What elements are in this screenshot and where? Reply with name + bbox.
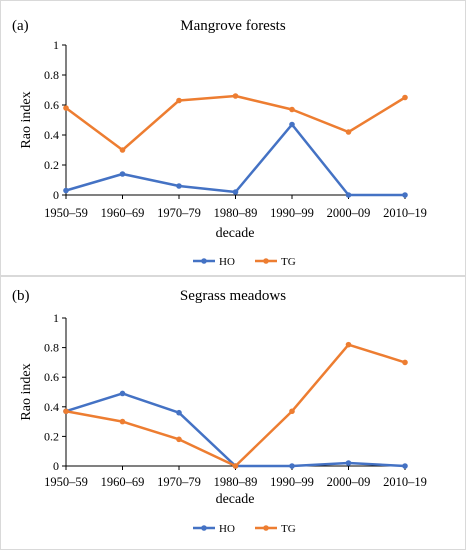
data-point-tg bbox=[176, 97, 182, 104]
panel-seagrass: (b) Segrass meadows Rao index decade 0 0.… bbox=[0, 276, 466, 550]
x-tick-label: 1990–99 bbox=[270, 206, 314, 220]
data-point-tg bbox=[402, 359, 408, 366]
y-tick-label: 0.6 bbox=[44, 98, 59, 112]
data-point-ho bbox=[289, 121, 295, 128]
data-point-ho bbox=[345, 192, 352, 198]
legend-label-ho: HO bbox=[219, 523, 235, 535]
legend-marker-ho bbox=[201, 258, 207, 264]
legend-marker-ho bbox=[201, 525, 207, 531]
y-tick-label: 0 bbox=[53, 188, 59, 202]
y-tick-label: 0.8 bbox=[44, 341, 59, 355]
data-point-ho bbox=[289, 463, 295, 469]
y-tick-label: 0.2 bbox=[44, 429, 59, 443]
data-point-ho bbox=[402, 463, 408, 469]
x-tick-label: 2000–09 bbox=[327, 475, 371, 489]
panel-label: (a) bbox=[12, 18, 29, 34]
tick-labels: 0 0.2 0.4 0.6 0.8 1 1950–59 1960–69 1970–79 1980–… bbox=[44, 311, 427, 489]
y-tick-label: 0.6 bbox=[44, 370, 59, 384]
panel-mangrove: (a) Mangrove forests Rao index decade 00… bbox=[0, 0, 466, 276]
y-axis-label: Rao index bbox=[19, 91, 34, 148]
legend: HO TG bbox=[193, 256, 296, 268]
x-tick-label: 1960–69 bbox=[101, 206, 145, 220]
series-group bbox=[63, 341, 408, 469]
x-tick-label: 2010–19 bbox=[383, 475, 427, 489]
y-tick-label: 1 bbox=[53, 38, 59, 52]
y-tick-label: 0.4 bbox=[44, 400, 59, 414]
chart-title: Segrass meadows bbox=[180, 288, 286, 304]
data-point-tg bbox=[176, 436, 182, 443]
data-point-ho bbox=[176, 183, 182, 189]
data-point-tg bbox=[402, 94, 408, 101]
data-point-tg bbox=[63, 105, 69, 111]
tick-labels: 0 0.2 0.4 0.6 0.8 1 1950–59 1960–69 1970–79 1980–… bbox=[44, 38, 427, 220]
data-point-ho bbox=[232, 189, 239, 195]
data-point-ho bbox=[119, 390, 126, 397]
legend-marker-tg bbox=[263, 525, 269, 531]
x-tick-label: 1990–99 bbox=[270, 475, 314, 489]
y-tick-label: 0.2 bbox=[44, 158, 59, 172]
series-group bbox=[63, 93, 408, 198]
y-tick-label: 1 bbox=[53, 311, 59, 325]
y-axis-label: Rao index bbox=[19, 363, 34, 420]
x-tick-label: 1950–59 bbox=[44, 206, 88, 220]
x-axis-label: decade bbox=[216, 226, 255, 241]
x-axis-label: decade bbox=[216, 492, 255, 507]
data-point-tg bbox=[232, 463, 239, 469]
x-tick-label: 1980–89 bbox=[214, 206, 258, 220]
legend-label-tg: TG bbox=[281, 523, 296, 535]
y-tick-label: 0.8 bbox=[44, 68, 59, 82]
data-point-tg bbox=[345, 129, 352, 135]
panel-label: (b) bbox=[12, 288, 30, 304]
x-tick-label: 1980–89 bbox=[214, 475, 258, 489]
data-point-tg bbox=[289, 106, 295, 113]
x-tick-label: 1970–79 bbox=[157, 475, 201, 489]
data-point-tg bbox=[232, 93, 239, 99]
legend-label-ho: HO bbox=[219, 256, 235, 268]
x-tick-label: 1950–59 bbox=[44, 475, 88, 489]
data-point-tg bbox=[63, 408, 69, 415]
data-point-tg bbox=[345, 341, 352, 348]
x-tick-label: 2000–09 bbox=[327, 206, 371, 220]
data-point-tg bbox=[289, 408, 295, 415]
data-point-ho bbox=[176, 409, 182, 416]
data-point-ho bbox=[63, 187, 69, 194]
legend: HO TG bbox=[193, 523, 296, 535]
legend-label-tg: TG bbox=[281, 256, 296, 268]
legend-marker-tg bbox=[263, 258, 269, 264]
data-point-tg bbox=[119, 418, 126, 425]
data-point-tg bbox=[119, 147, 126, 153]
chart-title: Mangrove forests bbox=[180, 18, 286, 34]
data-point-ho bbox=[402, 192, 408, 198]
y-tick-label: 0 bbox=[53, 459, 59, 473]
x-tick-label: 1960–69 bbox=[101, 475, 145, 489]
x-tick-label: 2010–19 bbox=[383, 206, 427, 220]
data-point-ho bbox=[119, 171, 126, 177]
x-tick-label: 1970–79 bbox=[157, 206, 201, 220]
data-point-ho bbox=[345, 460, 352, 466]
y-tick-label: 0.4 bbox=[44, 128, 59, 142]
